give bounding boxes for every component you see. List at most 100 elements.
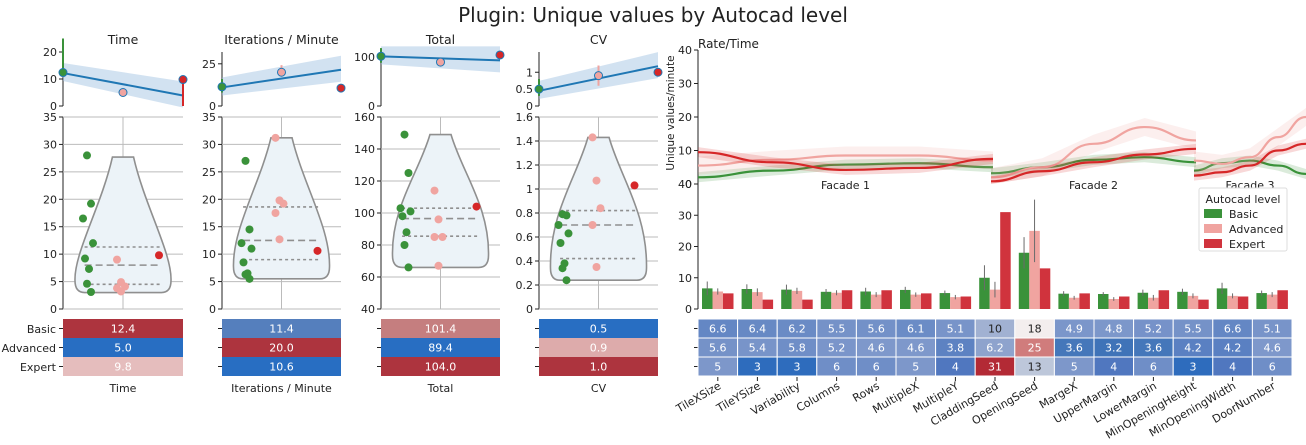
violin-ytick-label: 1 xyxy=(526,183,533,196)
violin-ytick-label: 0.4 xyxy=(516,255,534,268)
panel-1: Iterations / Minute 0 25 0 5 10 15 20 25 30 35 11.4… xyxy=(202,32,346,395)
violin-ytick-label: 1.6 xyxy=(516,111,534,124)
violin-ytick-label: 1.4 xyxy=(516,135,534,148)
heatmap-value: 6 xyxy=(873,361,880,374)
heatmap-value: 5.5 xyxy=(828,323,846,336)
table-cell-value: 101.4 xyxy=(425,323,457,336)
heatmap-cell xyxy=(1251,356,1293,377)
heatmap-value: 3.6 xyxy=(1065,342,1083,355)
violin-ytick-label: 15 xyxy=(43,221,57,234)
bar xyxy=(1029,230,1040,309)
violin-point xyxy=(398,212,407,221)
violin-ytick-label: 35 xyxy=(202,111,216,124)
bar xyxy=(702,288,713,309)
table-cell-value: 104.0 xyxy=(425,361,457,374)
series-confidence-band xyxy=(1194,138,1306,181)
violin-ytick-label: 30 xyxy=(202,138,216,151)
heatmap-value: 6.6 xyxy=(709,323,727,336)
facet-label: Facade 2 xyxy=(1069,179,1118,192)
heatmap-value: 4.2 xyxy=(1224,342,1242,355)
heatmap-value: 10 xyxy=(988,323,1002,336)
bar xyxy=(831,292,842,309)
table-xlabel: Iterations / Minute xyxy=(231,382,332,395)
panel-3: CV 0 0.5 1 0 0.2 0.4 0.6 0.8 1 1.2 1.4 1.6 0.5 0.9 1.0 C… xyxy=(516,32,663,395)
bar xyxy=(1039,268,1051,309)
heatmap-value: 6.4 xyxy=(749,323,767,336)
heatmap-value: 4 xyxy=(1229,361,1236,374)
heatmap-value: 5.1 xyxy=(1263,323,1281,336)
scatter-title: CV xyxy=(590,32,608,47)
table-cell xyxy=(381,357,500,376)
bar xyxy=(1058,293,1069,309)
heatmap-value: 6 xyxy=(833,361,840,374)
violin-ytick-label: 10 xyxy=(202,248,216,261)
bar xyxy=(1216,288,1228,309)
bar xyxy=(939,293,951,309)
table-xlabel: Time xyxy=(109,382,137,395)
scatter-ytick-label: 0.5 xyxy=(516,83,534,96)
table-cell-value: 5.0 xyxy=(114,342,132,355)
heatmap-value: 5 xyxy=(1071,361,1078,374)
bar xyxy=(1068,297,1080,309)
mean-point xyxy=(495,50,505,60)
violin-point xyxy=(87,199,95,208)
bar xyxy=(1098,294,1109,309)
bar-ytick-label: 40 xyxy=(678,178,692,191)
violin-ytick-label: 0 xyxy=(209,303,216,316)
series-line xyxy=(990,147,1197,183)
violin-ytick-label: 0 xyxy=(526,303,533,316)
violin-point xyxy=(113,255,121,264)
violin-point xyxy=(404,263,413,272)
mean-point xyxy=(217,82,227,92)
heatmap-value: 4.6 xyxy=(1263,342,1281,355)
heatmap-value: 31 xyxy=(988,361,1002,374)
table-cell xyxy=(222,338,341,357)
legend-label: Expert xyxy=(1229,238,1266,251)
violin-point xyxy=(596,204,605,213)
rate-time-chart: 0 10 20 30 40 Rate/Time Unique values/minute Fa… xyxy=(665,37,1306,192)
violin-point xyxy=(558,264,567,273)
violin-ytick-label: 25 xyxy=(202,166,216,179)
legend-label: Basic xyxy=(1229,208,1258,221)
series-line xyxy=(1193,115,1306,166)
table-cell-value: 9.8 xyxy=(114,361,132,374)
legend-title: Autocad level xyxy=(1206,193,1281,206)
violin-point xyxy=(564,229,573,238)
violin-point xyxy=(239,258,248,267)
bar xyxy=(802,299,813,309)
violin-ytick-label: 1.2 xyxy=(516,159,534,172)
scatter-ytick-label: 0 xyxy=(209,100,216,113)
violin-point xyxy=(279,199,288,208)
bar xyxy=(820,291,832,309)
violin-point xyxy=(562,211,571,220)
table-row-label: Advanced xyxy=(2,342,56,355)
violin-ytick-label: 35 xyxy=(43,111,57,124)
violin-ytick-label: 0.8 xyxy=(516,207,534,220)
scatter-title: Total xyxy=(425,32,455,47)
violin-ytick-label: 30 xyxy=(43,138,57,151)
violin-ytick-label: 120 xyxy=(354,175,375,188)
bar xyxy=(881,290,892,309)
table-row-label: Expert xyxy=(20,361,57,374)
violin-ytick-label: 40 xyxy=(361,303,375,316)
violin-ytick-label: 5 xyxy=(209,276,216,289)
bar-chart: 0 10 20 30 40 Autocad level Basic Advanced Exper… xyxy=(678,178,1288,316)
legend: Autocad level Basic Advanced Expert xyxy=(1198,187,1288,252)
bar xyxy=(860,291,871,309)
heatmap-value: 13 xyxy=(1028,361,1042,374)
violin-point xyxy=(396,204,405,213)
rate-time-ytick-label: 40 xyxy=(678,44,692,57)
legend-swatch xyxy=(1204,239,1222,248)
bar xyxy=(870,294,882,309)
table-cell xyxy=(539,357,658,376)
table-cell-value: 20.0 xyxy=(269,342,294,355)
facet-label: Facade 1 xyxy=(821,179,870,192)
legend-swatch xyxy=(1204,224,1222,233)
heatmap-value: 6.1 xyxy=(907,323,925,336)
violin-point xyxy=(247,244,256,253)
heatmap-value: 6 xyxy=(1150,361,1157,374)
heatmap-value: 5.6 xyxy=(867,323,885,336)
scatter-ytick-label: 25 xyxy=(202,58,216,71)
violin-point xyxy=(588,221,597,229)
rate-time-ytick-label: 20 xyxy=(678,111,692,124)
